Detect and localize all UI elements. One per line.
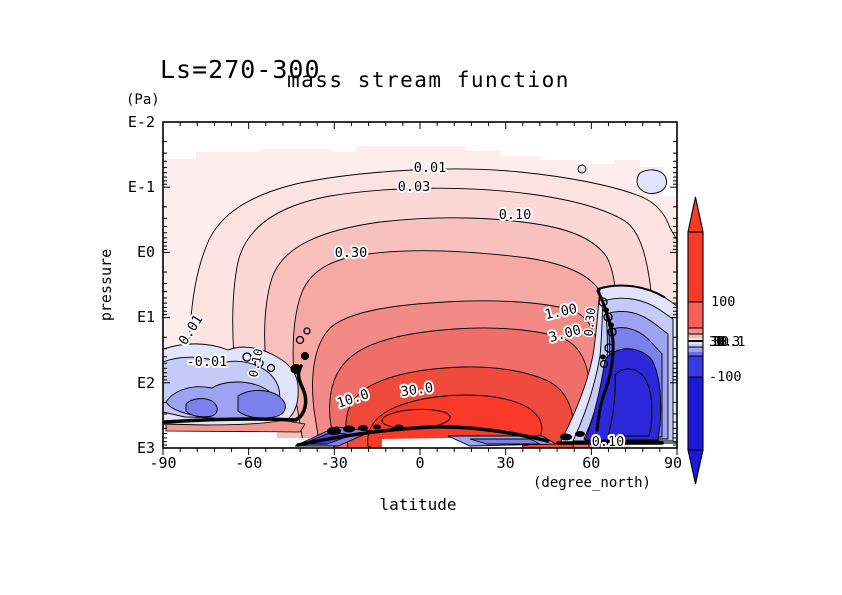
label-smudge [608, 322, 614, 328]
colorbar-label-overlap: 30 [709, 334, 725, 350]
contour-label: 0.30 [582, 307, 599, 337]
neg-cell-right-core [584, 348, 662, 441]
x-tick-label: -30 [321, 454, 348, 472]
contour-label: 0.10 [592, 434, 625, 450]
contour-bubble [266, 363, 276, 373]
contour-field: 0.01 0.03 0.10 0.30 1.00 3.00 30.0 10.0 … [163, 146, 677, 450]
y-tick-label: E-1 [128, 178, 155, 196]
neg-cell-right-inner-line [607, 368, 653, 437]
colorbar-seg [688, 340, 703, 342]
colorbar-seg [688, 334, 703, 338]
label-smudge [290, 364, 302, 374]
colorbar-seg [688, 232, 703, 302]
colorbar-label-minus100: -100 [709, 369, 742, 385]
x-tick-label: 60 [582, 454, 600, 472]
label-smudge [327, 427, 341, 435]
y-tick-label: E0 [137, 243, 155, 261]
contour-bubble [295, 335, 305, 345]
contour-label: 0.03 [398, 179, 431, 195]
x-tick-label: -90 [149, 454, 176, 472]
colorbar-label-100: 100 [711, 294, 735, 310]
colorbar-outline [687, 231, 704, 451]
neg-patch-bottom-2 [469, 438, 541, 445]
data-gap [163, 431, 333, 448]
x-tick-label: 30 [497, 454, 515, 472]
neg-patch-top-small [577, 164, 587, 174]
x-axis-tick-labels: -90 -60 -30 0 30 60 90 [149, 454, 682, 472]
bunched-contours-bottom [296, 425, 550, 447]
y-tick-label: E1 [137, 308, 155, 326]
label-smudge [560, 433, 572, 441]
y-axis-tick-labels: E-2 E-1 E0 E1 E2 E3 [128, 113, 155, 457]
label-smudge [301, 352, 309, 360]
label-smudge [575, 431, 585, 437]
colorbar-seg [688, 377, 703, 450]
colorbar-label-overlap: 0.3 [716, 334, 740, 350]
label-smudge [394, 424, 404, 430]
bunched-contours-right-top [597, 284, 665, 298]
contour-bubble [604, 343, 614, 353]
contour-bubble [254, 358, 264, 368]
label-smudge [373, 424, 381, 430]
colorbar-seg [688, 338, 703, 340]
contour-bubble [598, 297, 608, 307]
neg-cell-left-core [185, 398, 218, 418]
contour-bubble [599, 359, 609, 369]
contour-bubble [603, 312, 613, 322]
colorbar-arrow-down [687, 449, 704, 485]
colorbar: 100 30 10 3 1 0.3 0.1 -100 [687, 196, 745, 485]
contour-bubble [303, 327, 311, 335]
colorbar-label-overlap: 3 [713, 334, 721, 350]
label-smudge [358, 425, 368, 431]
label-smudge [600, 354, 606, 360]
colorbar-seg [688, 302, 703, 328]
y-axis-unit: (Pa) [126, 92, 160, 108]
data-gap [630, 444, 677, 448]
axis-ticks [162, 121, 678, 455]
season-title: Ls=270-300 [160, 55, 321, 84]
chart-title: mass stream function [287, 68, 570, 92]
contour-label: 0.10 [499, 207, 532, 223]
x-axis-title: latitude [379, 495, 456, 514]
x-axis-unit: (degree_north) [533, 475, 651, 491]
label-smudge [343, 425, 355, 433]
colorbar-seg [688, 352, 703, 356]
contour-bubble [242, 352, 252, 362]
colorbar-seg [688, 344, 703, 347]
colorbar-label-overlap: 1 [715, 334, 723, 350]
y-axis-title: pressure [97, 249, 115, 321]
colorbar-seg [688, 347, 703, 352]
neg-patch-topright [636, 169, 667, 194]
contour-bubble [607, 327, 617, 337]
y-tick-label: E-2 [128, 113, 155, 131]
bunched-contours-left [163, 364, 308, 424]
label-smudge [603, 307, 609, 313]
contour-label: -0.01 [187, 354, 228, 370]
x-tick-label: -60 [235, 454, 262, 472]
colorbar-label-overlap: 10 [711, 334, 727, 350]
bunched-contours-right-edge [595, 289, 615, 432]
neg-cell-left-core [237, 390, 286, 419]
colorbar-seg [688, 328, 703, 334]
colorbar-seg [688, 356, 703, 377]
y-tick-label: E3 [137, 439, 155, 457]
colorbar-arrow-up [687, 196, 704, 233]
y-tick-label: E2 [137, 374, 155, 392]
x-tick-label: 0 [415, 454, 424, 472]
contour-label: 0.01 [414, 160, 447, 176]
contour-label: 0.30 [335, 245, 368, 261]
colorbar-seg [688, 342, 703, 344]
colorbar-label-overlap: 0.1 [721, 334, 745, 350]
x-tick-label: 90 [664, 454, 682, 472]
contour-label: 0.10 [246, 347, 266, 378]
